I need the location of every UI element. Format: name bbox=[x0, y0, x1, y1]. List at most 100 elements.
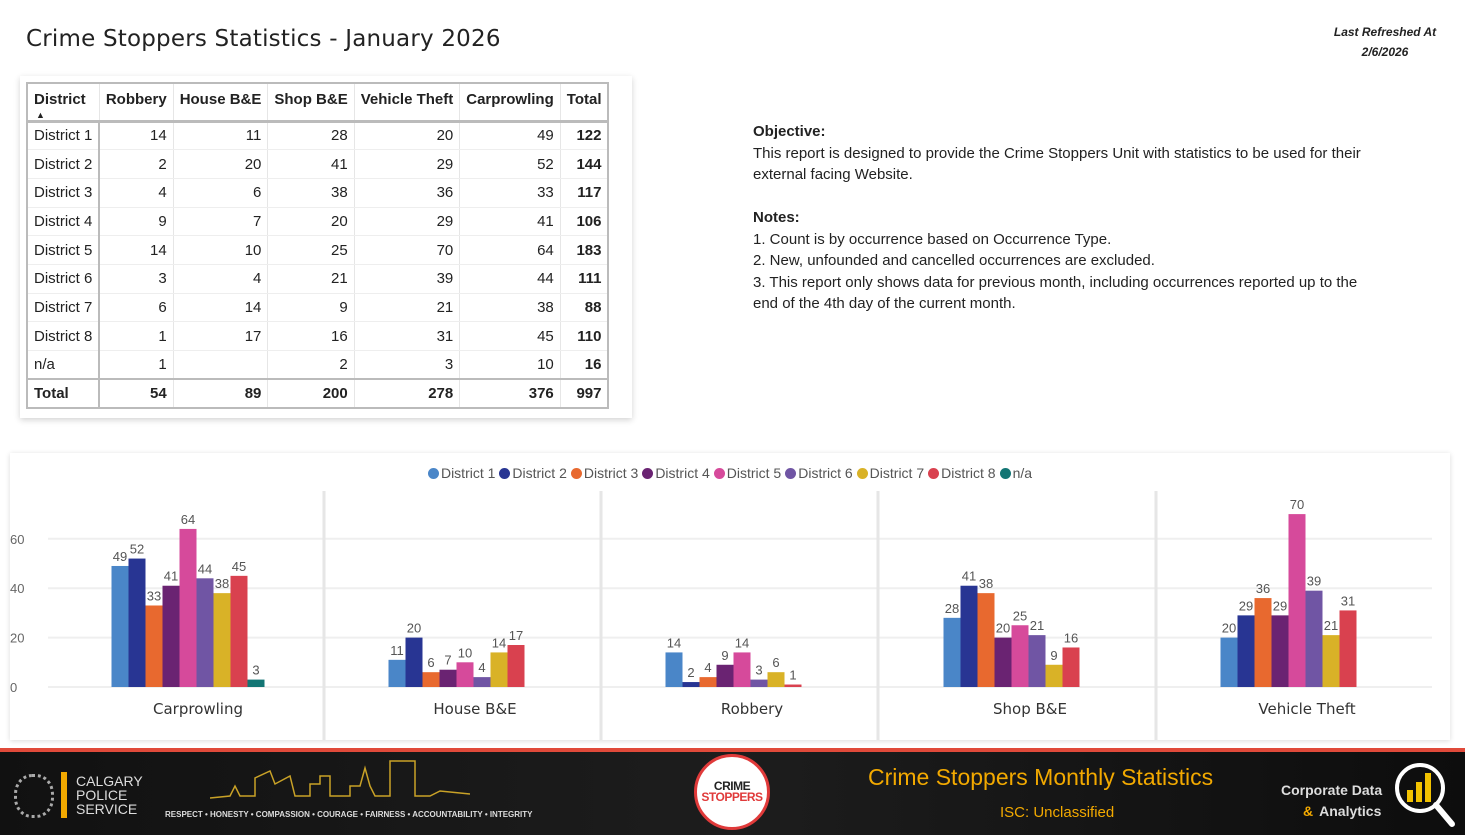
bar[interactable] bbox=[750, 679, 768, 687]
bar[interactable] bbox=[699, 677, 717, 687]
bar[interactable] bbox=[473, 677, 491, 687]
bar[interactable] bbox=[1062, 647, 1080, 687]
data-label: 41 bbox=[164, 569, 178, 584]
legend-label: District 3 bbox=[583, 465, 639, 481]
sort-ascending-icon[interactable]: ▲ bbox=[36, 110, 45, 120]
legend-item[interactable]: District 7 bbox=[856, 465, 924, 481]
city-skyline-icon bbox=[210, 760, 470, 799]
table-cell: 1 bbox=[98, 321, 174, 351]
bar[interactable] bbox=[145, 605, 163, 687]
table-cell: 31 bbox=[353, 321, 460, 351]
total-cell: 89 bbox=[172, 378, 268, 409]
bar[interactable] bbox=[784, 684, 802, 687]
bar[interactable] bbox=[960, 585, 978, 687]
bar[interactable] bbox=[111, 565, 129, 687]
column-header[interactable]: District ▲ bbox=[26, 83, 100, 123]
table-cell: 1 bbox=[98, 350, 174, 380]
legend-item[interactable]: District 8 bbox=[928, 465, 996, 481]
legend-label: District 1 bbox=[440, 465, 496, 481]
column-header[interactable]: Total bbox=[559, 83, 609, 123]
bar[interactable] bbox=[665, 652, 683, 687]
bar[interactable] bbox=[247, 679, 265, 687]
data-label: 29 bbox=[1239, 598, 1253, 613]
bar[interactable] bbox=[388, 659, 406, 687]
legend-dot-icon bbox=[856, 468, 868, 479]
calgary-police-service-logo: CALGARY POLICE SERVICE bbox=[76, 774, 143, 816]
legend-item[interactable]: n/a bbox=[999, 465, 1032, 481]
legend-item[interactable]: District 2 bbox=[499, 465, 567, 481]
cda-line: Corporate Data bbox=[1281, 782, 1383, 798]
bar[interactable] bbox=[405, 637, 423, 687]
legend-dot-icon bbox=[427, 468, 439, 479]
bar[interactable] bbox=[1305, 590, 1323, 687]
column-header[interactable]: House B&E bbox=[172, 83, 268, 123]
legend-item[interactable]: District 1 bbox=[427, 465, 496, 481]
bar[interactable] bbox=[439, 669, 457, 687]
column-header[interactable]: Carprowling bbox=[459, 83, 561, 123]
table-row: District 7 6 14 9 21 38 88 bbox=[26, 293, 609, 323]
table-row: District 1 14 11 28 20 49 122 bbox=[26, 121, 609, 151]
table-cell: 38 bbox=[459, 293, 561, 323]
table-cell: 88 bbox=[559, 293, 609, 323]
table-cell: 16 bbox=[267, 321, 355, 351]
bar[interactable] bbox=[213, 593, 231, 687]
chart-legend: District 1 District 2 District 3 District 4… bbox=[10, 465, 1450, 481]
bar[interactable] bbox=[179, 528, 197, 687]
category-label: Robbery bbox=[721, 700, 783, 718]
bar[interactable] bbox=[1288, 514, 1306, 687]
table-cell: 28 bbox=[267, 121, 355, 151]
table-cell: 110 bbox=[559, 321, 609, 351]
footer-title: Crime Stoppers Monthly Statistics bbox=[868, 764, 1214, 790]
bar[interactable] bbox=[716, 664, 734, 687]
legend-dot-icon bbox=[999, 468, 1011, 479]
bar[interactable] bbox=[162, 585, 180, 687]
table-cell: 21 bbox=[267, 264, 355, 294]
bar[interactable] bbox=[128, 558, 146, 687]
bar[interactable] bbox=[230, 575, 248, 687]
bar[interactable] bbox=[490, 652, 508, 687]
column-header[interactable]: Robbery bbox=[98, 83, 174, 123]
table-cell: District 5 bbox=[26, 235, 101, 265]
bar[interactable] bbox=[456, 662, 474, 687]
bar[interactable] bbox=[1271, 615, 1289, 687]
table-row: District 6 3 4 21 39 44 111 bbox=[26, 264, 609, 294]
bar[interactable] bbox=[1045, 664, 1063, 687]
table-cell: 122 bbox=[559, 121, 609, 151]
bar[interactable] bbox=[1237, 615, 1255, 687]
legend-item[interactable]: District 5 bbox=[713, 465, 781, 481]
table-row: n/a 1 2 3 10 16 bbox=[26, 350, 609, 380]
data-label: 16 bbox=[1064, 630, 1078, 645]
data-label: 20 bbox=[996, 621, 1010, 636]
bar[interactable] bbox=[422, 672, 440, 687]
bar[interactable] bbox=[1028, 635, 1046, 687]
legend-item[interactable]: District 4 bbox=[642, 465, 710, 481]
data-label: 6 bbox=[772, 655, 779, 670]
bar[interactable] bbox=[977, 593, 995, 687]
cda-amp: & bbox=[1303, 803, 1314, 819]
bar[interactable] bbox=[733, 652, 751, 687]
bar[interactable] bbox=[943, 617, 961, 687]
bar[interactable] bbox=[1220, 637, 1238, 687]
bar[interactable] bbox=[994, 637, 1012, 687]
column-header[interactable]: Shop B&E bbox=[267, 83, 355, 123]
data-label: 70 bbox=[1290, 497, 1304, 512]
bar[interactable] bbox=[1339, 610, 1357, 687]
table-cell: 4 bbox=[172, 264, 268, 294]
data-label: 20 bbox=[1222, 621, 1236, 636]
bar[interactable] bbox=[1322, 635, 1340, 687]
notes-panel: Objective: This report is designed to pr… bbox=[753, 121, 1373, 315]
table-cell: 14 bbox=[98, 235, 174, 265]
bar[interactable] bbox=[1011, 625, 1029, 687]
data-label: 31 bbox=[1341, 593, 1355, 608]
table-cell: 2 bbox=[267, 350, 355, 380]
bar[interactable] bbox=[767, 672, 785, 687]
data-label: 36 bbox=[1256, 581, 1270, 596]
bar[interactable] bbox=[507, 645, 525, 687]
legend-item[interactable]: District 3 bbox=[570, 465, 639, 481]
column-header[interactable]: Vehicle Theft bbox=[353, 83, 460, 123]
y-tick-label: 60 bbox=[10, 532, 24, 547]
bar[interactable] bbox=[196, 578, 214, 687]
bar[interactable] bbox=[1254, 598, 1272, 687]
bar[interactable] bbox=[682, 682, 700, 687]
legend-item[interactable]: District 6 bbox=[785, 465, 853, 481]
